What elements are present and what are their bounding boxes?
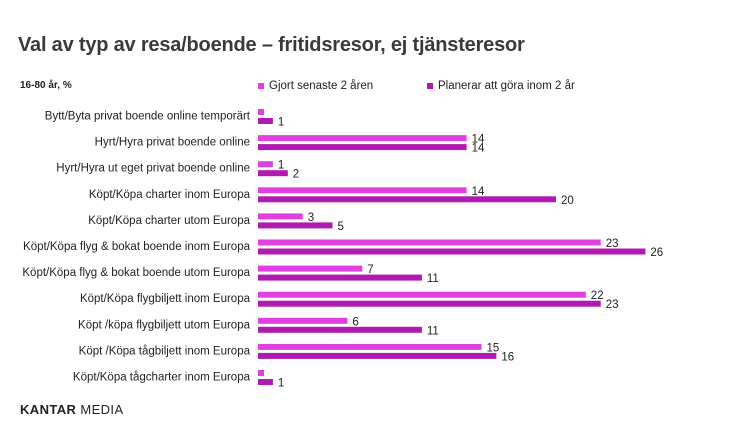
kantar-media-logo: KANTAR MEDIA	[20, 402, 124, 417]
data-label: 6	[352, 316, 358, 328]
bar-planerar	[258, 352, 497, 359]
legend-label-planerar: Planerar att göra inom 2 år	[438, 80, 575, 92]
bar-planerar	[258, 196, 556, 203]
data-label: 2	[293, 169, 299, 181]
bar-gjort	[258, 213, 303, 220]
category-label: Bytt/Byta privat boende online temporärt	[45, 111, 251, 123]
category-label: Köpt/Köpa flyg & bokat boende inom Europ…	[23, 241, 251, 253]
category-label: Köpt/Köpa flygbiljett inom Europa	[80, 293, 251, 305]
brand-name-bold: KANTAR	[20, 402, 77, 417]
category-label: Hyrt/Hyra ut eget privat boende online	[56, 163, 250, 175]
data-label: 5	[338, 221, 344, 233]
data-label: 11	[427, 273, 439, 285]
bar-gjort	[258, 343, 482, 350]
data-label: 1	[278, 160, 284, 172]
data-label: 23	[606, 238, 619, 250]
bar-planerar	[258, 222, 333, 229]
bar-planerar	[258, 144, 467, 151]
category-label: Köpt/Köpa charter inom Europa	[89, 189, 251, 201]
data-label: 26	[650, 247, 663, 259]
chart-title: Val av typ av resa/boende – fritidsresor…	[18, 34, 525, 56]
category-label: Köpt/Köpa flyg & bokat boende utom Europ…	[22, 267, 250, 279]
bar-gjort	[258, 239, 601, 246]
data-label: 1	[278, 378, 284, 390]
bar-planerar	[258, 326, 422, 333]
bar-gjort	[258, 317, 348, 324]
category-label: Köpt /köpa flygbiljett utom Europa	[78, 319, 251, 331]
data-label: 14	[472, 143, 485, 155]
brand-name-regular: MEDIA	[76, 402, 124, 417]
bar-planerar	[258, 248, 646, 255]
legend-item-gjort: Gjort senaste 2 åren	[258, 80, 373, 92]
category-label: Hyrt/Hyra privat boende online	[95, 137, 250, 149]
bar-planerar	[258, 118, 273, 124]
data-label: 11	[427, 325, 439, 337]
legend-swatch-gjort	[258, 83, 264, 89]
legend-label-gjort: Gjort senaste 2 åren	[269, 80, 374, 92]
data-label: 7	[367, 264, 373, 276]
data-label: 14	[472, 134, 485, 146]
data-label: 15	[487, 342, 500, 354]
data-label: 14	[472, 186, 485, 198]
legend-swatch-planerar	[427, 83, 433, 89]
category-label: Köpt /Köpa tågbiljett inom Europa	[79, 345, 251, 357]
bar-gjort	[258, 135, 467, 142]
bar-gjort	[258, 291, 586, 298]
legend-item-planerar: Planerar att göra inom 2 år	[427, 80, 575, 92]
data-label: 16	[501, 351, 514, 363]
bar-gjort	[258, 370, 264, 376]
bar-gjort	[258, 265, 363, 272]
bar-gjort	[258, 161, 273, 168]
category-label: Köpt/Köpa charter utom Europa	[88, 215, 250, 227]
data-label: 22	[591, 290, 604, 302]
data-label: 23	[606, 299, 619, 311]
data-label: 20	[561, 195, 574, 207]
category-label: Köpt/Köpa tågcharter inom Europa	[73, 372, 251, 384]
bar-planerar	[258, 170, 288, 177]
data-label: 3	[308, 212, 314, 224]
bar-planerar	[258, 274, 422, 281]
bar-gjort	[258, 187, 467, 194]
bar-planerar	[258, 300, 601, 307]
bar-gjort	[258, 109, 264, 115]
chart-subtitle: 16-80 år, %	[20, 80, 72, 91]
bar-planerar	[258, 379, 273, 385]
data-label: 1	[278, 117, 284, 129]
